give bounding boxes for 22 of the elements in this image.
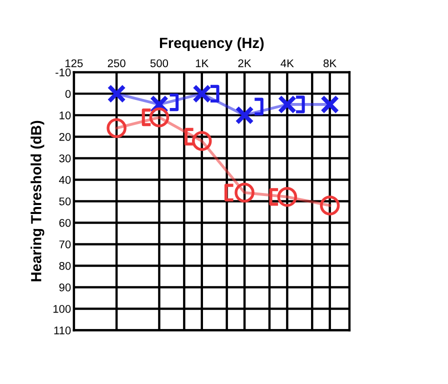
y-tick-label: 10 — [60, 111, 71, 120]
y-tick-label: 100 — [53, 305, 71, 313]
x-tick-label: 4K — [280, 59, 294, 68]
y-tick-label: 60 — [59, 218, 71, 227]
x-tick-label: 8K — [324, 59, 337, 68]
y-tick-label: 70 — [59, 240, 71, 248]
y-axis-title: Hearing Threshold (dB) — [30, 120, 44, 282]
y-tick-label: 90 — [59, 284, 71, 292]
y-tick-label: 40 — [59, 176, 71, 184]
x-axis-title: Frequency (Hz) — [160, 37, 264, 51]
y-tick-label: 0 — [65, 90, 71, 98]
y-tick-label: -10 — [56, 68, 71, 76]
y-tick-label: 50 — [59, 197, 71, 206]
x-tick-label: 2K — [238, 59, 252, 68]
x-tick-label: 125 — [66, 59, 83, 68]
y-tick-label: 20 — [59, 132, 71, 141]
y-tick-label: 110 — [54, 326, 71, 334]
x-tick-label: 500 — [150, 59, 168, 68]
y-tick-label: 80 — [59, 262, 71, 270]
x-tick-label: 250 — [108, 59, 126, 68]
x-tick-label: 1K — [196, 59, 209, 68]
y-tick-label: 30 — [59, 154, 71, 162]
